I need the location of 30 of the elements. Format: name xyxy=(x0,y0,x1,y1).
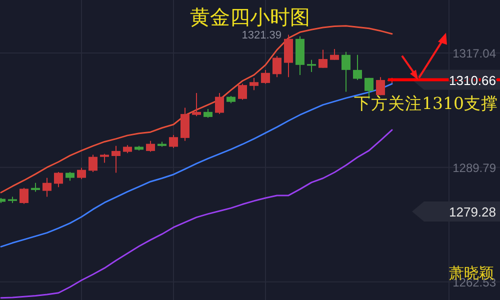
candlestick xyxy=(77,167,86,180)
candlestick xyxy=(272,56,282,78)
text: 1279.28 xyxy=(449,204,496,220)
candlestick xyxy=(169,134,178,149)
y-tick-label: 1317.04 xyxy=(452,46,496,60)
candlestick xyxy=(180,107,190,142)
candlestick xyxy=(250,77,258,91)
candlestick xyxy=(318,49,328,68)
chart-title: 黄金四小时图 xyxy=(190,5,310,29)
candlestick xyxy=(112,145,120,174)
candlestick xyxy=(215,92,224,115)
candlestick xyxy=(376,76,385,96)
candlestick xyxy=(238,83,247,100)
candlestick xyxy=(146,140,155,152)
candlestick xyxy=(353,54,362,81)
annotation: 1321.39 xyxy=(242,30,282,42)
candlestick xyxy=(330,48,339,60)
candlestick xyxy=(307,59,316,73)
annotation: 下方关注1310支撑 xyxy=(354,94,498,113)
candlestick xyxy=(261,69,270,84)
line-series xyxy=(0,129,393,299)
candlestick xyxy=(20,187,28,204)
candlestick xyxy=(192,92,201,117)
candlestick xyxy=(88,154,98,172)
y-tick-label: 1289.79 xyxy=(452,160,496,175)
candlestick xyxy=(342,51,350,92)
ref-line-label: 1310.66 xyxy=(449,72,496,88)
candlestick xyxy=(54,171,63,188)
candlestick xyxy=(42,177,52,198)
candlestick xyxy=(284,34,293,78)
